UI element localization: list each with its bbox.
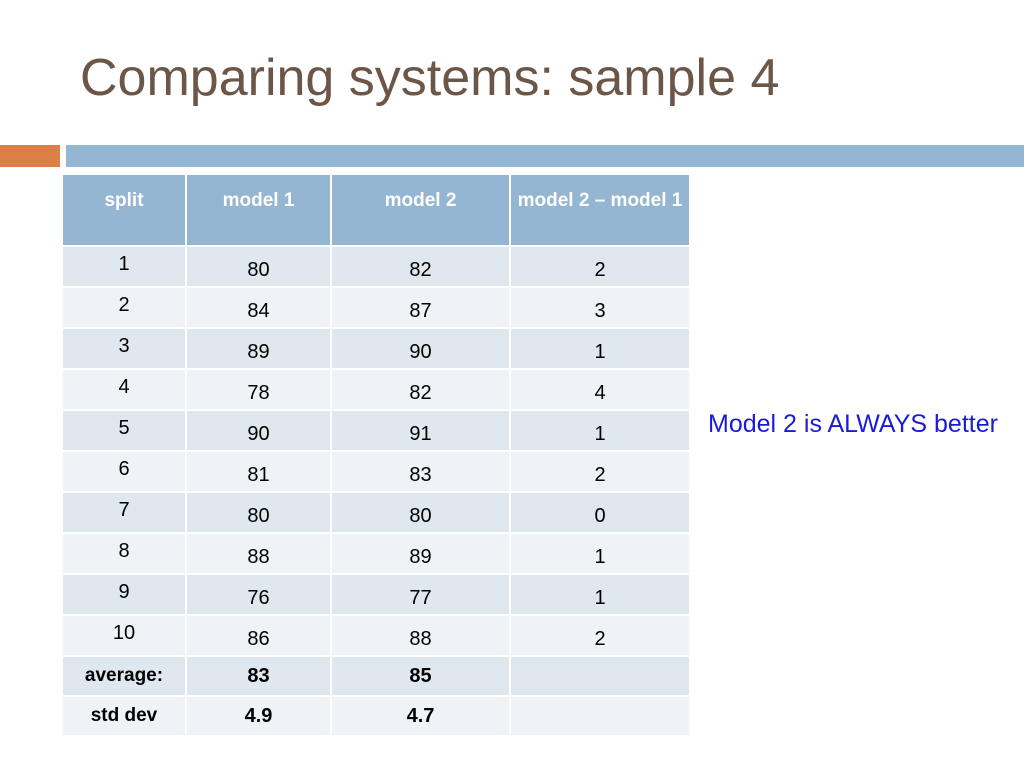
model-2-cell: 87 bbox=[330, 286, 511, 329]
table-row: 3 89 90 1 bbox=[61, 327, 691, 370]
table-row: 10 86 88 2 bbox=[61, 614, 691, 657]
average-model-2: 85 bbox=[330, 655, 511, 697]
model-2-cell: 82 bbox=[330, 245, 511, 288]
difference-cell: 2 bbox=[509, 450, 691, 493]
model-1-cell: 90 bbox=[185, 409, 332, 452]
split-cell: 8 bbox=[61, 532, 187, 575]
difference-cell: 2 bbox=[509, 614, 691, 657]
accent-bar bbox=[0, 145, 60, 167]
difference-cell: 1 bbox=[509, 573, 691, 616]
std-dev-label: std dev bbox=[61, 695, 187, 737]
average-row: average: 83 85 bbox=[61, 655, 691, 697]
average-difference bbox=[509, 655, 691, 697]
title-rule-bar bbox=[66, 145, 1024, 167]
table-row: 7 80 80 0 bbox=[61, 491, 691, 534]
split-cell: 10 bbox=[61, 614, 187, 657]
difference-cell: 1 bbox=[509, 327, 691, 370]
difference-cell: 1 bbox=[509, 409, 691, 452]
model-1-cell: 88 bbox=[185, 532, 332, 575]
header-difference: model 2 – model 1 bbox=[509, 173, 691, 247]
split-cell: 1 bbox=[61, 245, 187, 288]
split-cell: 3 bbox=[61, 327, 187, 370]
difference-cell: 2 bbox=[509, 245, 691, 288]
std-dev-model-2: 4.7 bbox=[330, 695, 511, 737]
table-row: 6 81 83 2 bbox=[61, 450, 691, 493]
average-label: average: bbox=[61, 655, 187, 697]
model-1-cell: 78 bbox=[185, 368, 332, 411]
difference-cell: 4 bbox=[509, 368, 691, 411]
model-1-cell: 76 bbox=[185, 573, 332, 616]
table-header-row: split model 1 model 2 model 2 – model 1 bbox=[61, 173, 691, 247]
std-dev-model-1: 4.9 bbox=[185, 695, 332, 737]
table-row: 5 90 91 1 bbox=[61, 409, 691, 452]
model-2-cell: 82 bbox=[330, 368, 511, 411]
split-cell: 4 bbox=[61, 368, 187, 411]
average-model-1: 83 bbox=[185, 655, 332, 697]
model-2-cell: 80 bbox=[330, 491, 511, 534]
header-split: split bbox=[61, 173, 187, 247]
model-2-cell: 91 bbox=[330, 409, 511, 452]
table-row: 1 80 82 2 bbox=[61, 245, 691, 288]
model-2-cell: 88 bbox=[330, 614, 511, 657]
model-1-cell: 89 bbox=[185, 327, 332, 370]
split-cell: 2 bbox=[61, 286, 187, 329]
comparison-table: split model 1 model 2 model 2 – model 1 … bbox=[61, 173, 691, 737]
std-dev-row: std dev 4.9 4.7 bbox=[61, 695, 691, 737]
split-cell: 6 bbox=[61, 450, 187, 493]
split-cell: 7 bbox=[61, 491, 187, 534]
model-2-cell: 83 bbox=[330, 450, 511, 493]
split-cell: 9 bbox=[61, 573, 187, 616]
model-1-cell: 81 bbox=[185, 450, 332, 493]
table-row: 9 76 77 1 bbox=[61, 573, 691, 616]
model-1-cell: 80 bbox=[185, 491, 332, 534]
header-model-2: model 2 bbox=[330, 173, 511, 247]
table-row: 8 88 89 1 bbox=[61, 532, 691, 575]
model-1-cell: 86 bbox=[185, 614, 332, 657]
model-1-cell: 80 bbox=[185, 245, 332, 288]
difference-cell: 0 bbox=[509, 491, 691, 534]
model-1-cell: 84 bbox=[185, 286, 332, 329]
std-dev-difference bbox=[509, 695, 691, 737]
difference-cell: 3 bbox=[509, 286, 691, 329]
split-cell: 5 bbox=[61, 409, 187, 452]
header-model-1: model 1 bbox=[185, 173, 332, 247]
model-2-cell: 89 bbox=[330, 532, 511, 575]
table-row: 2 84 87 3 bbox=[61, 286, 691, 329]
conclusion-note: Model 2 is ALWAYS better bbox=[708, 410, 998, 438]
difference-cell: 1 bbox=[509, 532, 691, 575]
table-row: 4 78 82 4 bbox=[61, 368, 691, 411]
slide-title: Comparing systems: sample 4 bbox=[80, 49, 780, 107]
model-2-cell: 77 bbox=[330, 573, 511, 616]
model-2-cell: 90 bbox=[330, 327, 511, 370]
